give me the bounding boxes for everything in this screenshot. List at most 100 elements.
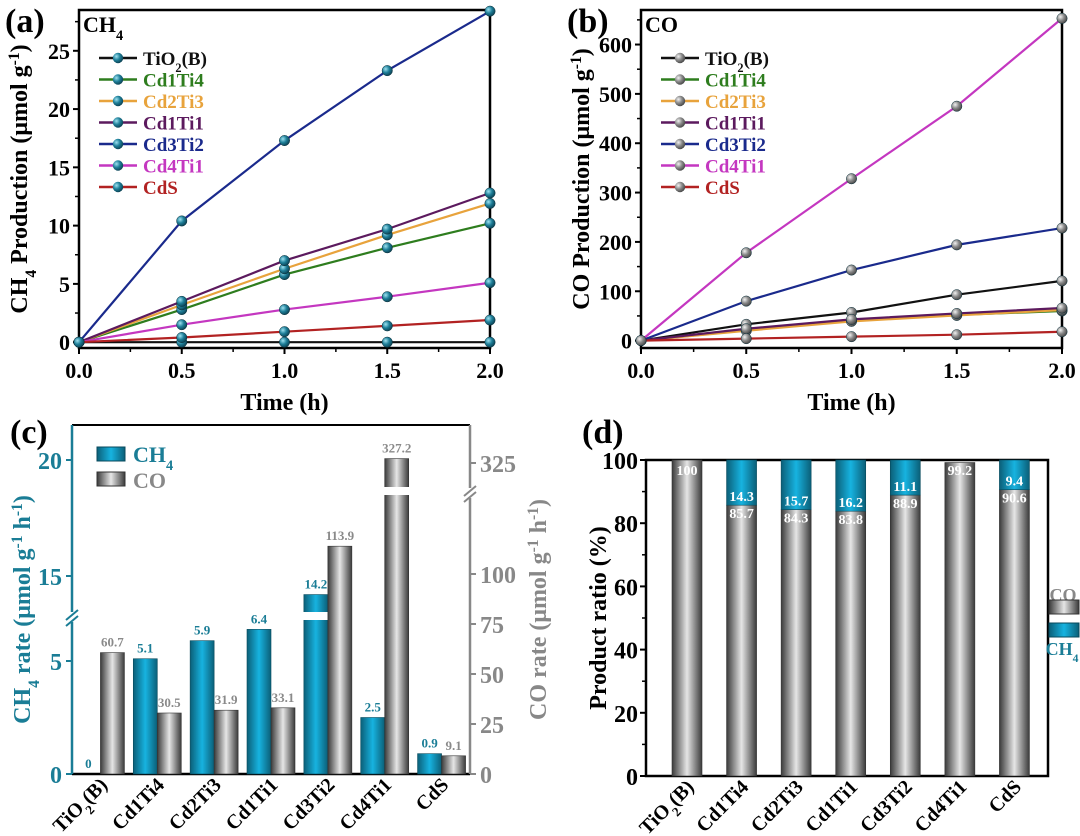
- x-axis-title: Time (h): [240, 390, 328, 416]
- right-y-tick-label: 75: [480, 613, 504, 639]
- bar-co: [726, 504, 757, 777]
- x-category-label: CdS: [984, 776, 1026, 818]
- data-point: [279, 255, 290, 267]
- y-tick-label: 15: [48, 155, 70, 180]
- legend-label-co: CO: [133, 468, 166, 493]
- y-tick-label: 400: [599, 131, 632, 156]
- x-category-label: TiO2(B): [635, 776, 702, 836]
- bar-co: [671, 459, 703, 777]
- legend-marker: [674, 138, 686, 150]
- data-point: [381, 223, 393, 235]
- x-category-label: Cd4Ti1: [335, 774, 396, 835]
- y-tick-label: 100: [602, 449, 638, 475]
- x-category-label: Cd1Ti1: [801, 776, 862, 836]
- right-y-tick-label: 25: [480, 713, 504, 739]
- data-point: [1056, 326, 1068, 338]
- bar-label-ch4: 9.4: [1006, 475, 1024, 490]
- bar-ch4: [417, 753, 442, 775]
- legend-label: Cd3Ti2: [705, 135, 766, 156]
- legend-marker: [674, 117, 686, 128]
- bar-label-co: 84.3: [784, 512, 809, 527]
- x-tick-label: 2.0: [1048, 358, 1076, 383]
- data-point: [484, 5, 496, 17]
- panel-label: (b): [567, 3, 609, 40]
- bar-co: [100, 652, 125, 775]
- data-point: [279, 326, 290, 338]
- legend-label: Cd1Ti4: [143, 71, 204, 92]
- bar-label-ch4: 14.2: [304, 577, 327, 592]
- bar-label-ch4: 11.1: [893, 480, 917, 495]
- y-tick-label: 20: [48, 97, 70, 122]
- y-tick-label: 600: [599, 33, 632, 58]
- bar-label-ch4: 5.9: [194, 623, 211, 638]
- bar-label-ch4: 6.4: [251, 611, 268, 626]
- data-point: [381, 291, 393, 303]
- legend-swatch-co: [1048, 599, 1080, 615]
- data-point: [279, 336, 290, 348]
- bar-label-ch4: 14.3: [729, 490, 754, 505]
- legend-label: Cd4Ti1: [143, 157, 204, 178]
- data-point: [1056, 12, 1068, 24]
- data-point: [740, 333, 752, 345]
- x-category-label: Cd2Ti3: [165, 774, 226, 835]
- bar-label-ch4: 0: [85, 756, 92, 771]
- y-tick-label: 0: [626, 765, 638, 791]
- data-point: [484, 277, 496, 289]
- legend-label: TiO2(B): [143, 49, 207, 75]
- left-y-tick-label: 20: [38, 449, 62, 475]
- data-point: [740, 323, 752, 335]
- bar-label-co: 90.6: [1002, 492, 1027, 507]
- x-tick-label: 0.0: [627, 358, 655, 383]
- x-category-label: Cd3Ti2: [856, 776, 917, 836]
- legend-marker: [112, 52, 124, 64]
- bar-ch4: [303, 594, 329, 775]
- x-category-label: CdS: [412, 774, 454, 816]
- y-tick-label: 5: [59, 272, 70, 297]
- legend-marker: [112, 138, 124, 150]
- bar-label-co: 33.1: [272, 690, 295, 705]
- bar-co: [944, 462, 976, 777]
- panel-title: CO: [645, 12, 678, 37]
- x-tick-label: 0.5: [733, 358, 761, 383]
- left-y-tick-label: 5: [50, 650, 62, 676]
- panel-a: 0.0 0.5 1.0 1.5 2.0 0 5 10 15 20 25 Time (h) CH4 Pro…: [5, 3, 504, 416]
- bar-label-co: 85.7: [729, 507, 754, 522]
- right-axis-break-mark: [463, 485, 477, 497]
- panel-label: (c): [10, 414, 48, 451]
- panel-label: (a): [5, 3, 45, 40]
- x-axis-title: Time (h): [807, 390, 895, 416]
- bar-co: [156, 712, 182, 775]
- bar-label-co: 30.5: [158, 695, 181, 710]
- left-y-axis-title: CH4 rate (μmol g-1 h-1): [9, 495, 43, 724]
- y-tick-label: 300: [599, 181, 632, 206]
- right-y-axis-title: CO rate (μmol g-1 h-1): [525, 499, 553, 720]
- bar-ch4: [999, 459, 1030, 491]
- data-point: [846, 331, 857, 343]
- right-axis-break-gap: [464, 488, 476, 498]
- data-point: [176, 215, 188, 227]
- bar-co: [270, 707, 296, 775]
- data-point: [484, 336, 496, 348]
- bar-label-co: 31.9: [215, 692, 238, 707]
- bar-label-co: 9.1: [445, 738, 461, 753]
- bar-co: [384, 458, 410, 775]
- bar-co: [780, 509, 812, 777]
- data-point: [279, 304, 290, 315]
- data-point: [381, 320, 393, 332]
- data-point: [740, 295, 752, 307]
- data-point: [1056, 222, 1068, 234]
- legend-label: TiO2(B): [705, 49, 769, 75]
- bar-label-ch4: 0.9: [421, 736, 438, 751]
- bar-ch4: [780, 459, 812, 510]
- data-point: [176, 332, 188, 343]
- right-y-tick-label: 100: [480, 563, 516, 589]
- bar-ch4: [360, 717, 386, 775]
- bar-label-ch4: 5.1: [137, 641, 153, 656]
- legend-label: Cd4Ti1: [705, 157, 766, 178]
- legend-label: Cd1Ti1: [143, 114, 204, 135]
- right-y-tick-label: 325: [480, 452, 516, 478]
- bar-ch4: [246, 629, 272, 775]
- data-point: [381, 336, 393, 348]
- x-tick-label: 1.5: [943, 358, 971, 383]
